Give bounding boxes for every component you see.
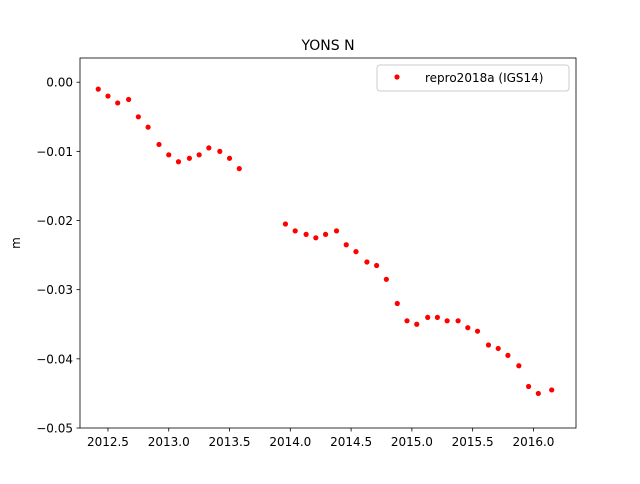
data-point (282, 221, 289, 227)
legend-marker (394, 74, 400, 80)
data-point (217, 148, 223, 154)
x-tick-label: 2013.5 (209, 435, 251, 449)
data-point (465, 325, 471, 331)
data-point (414, 321, 420, 327)
data-point (145, 124, 151, 130)
data-point (505, 352, 511, 358)
x-tick-label: 2013.0 (148, 435, 190, 449)
x-tick-label: 2015.0 (391, 435, 433, 449)
x-tick-label: 2014.0 (269, 435, 311, 449)
data-point (333, 228, 340, 234)
data-point (455, 318, 461, 324)
data-point (226, 155, 233, 161)
data-point (126, 96, 132, 103)
y-tick-label: 0.00 (46, 76, 73, 90)
data-point (175, 159, 182, 165)
data-point (516, 363, 522, 369)
data-point (374, 262, 380, 269)
data-point (404, 318, 410, 324)
y-tick-label: −0.04 (36, 352, 73, 366)
data-point (425, 314, 431, 320)
legend-label: repro2018a (IGS14) (425, 71, 543, 85)
data-point (236, 166, 242, 172)
data-point (313, 235, 319, 241)
data-point (186, 155, 193, 161)
y-tick-label: −0.03 (36, 283, 73, 297)
data-point (105, 93, 111, 99)
data-point (444, 318, 450, 324)
x-tick-label: 2014.5 (330, 435, 372, 449)
data-point (525, 383, 532, 390)
data-point (474, 328, 481, 334)
legend: repro2018a (IGS14) (376, 64, 570, 92)
chart-title: YONS N (300, 38, 354, 54)
data-point (394, 300, 400, 307)
data-point (485, 342, 492, 348)
x-tick-label: 2016.0 (512, 435, 554, 449)
y-tick-label: −0.01 (36, 145, 73, 159)
data-point (196, 152, 202, 158)
data-point (303, 231, 309, 237)
data-point (535, 390, 541, 397)
data-point (434, 314, 441, 320)
data-point (383, 276, 389, 282)
data-point (343, 242, 349, 248)
data-point (95, 86, 101, 92)
data-point (166, 152, 172, 158)
y-axis: 0.00 −0.01 −0.02 −0.03 −0.04 −0.05 (36, 76, 80, 436)
data-point (156, 141, 162, 148)
x-axis: 2012.5 2013.0 2013.5 2014.0 2014.5 2015.0 2015… (87, 428, 554, 449)
y-axis-label: m (9, 237, 23, 249)
x-tick-label: 2012.5 (87, 435, 129, 449)
x-tick-label: 2015.5 (452, 435, 494, 449)
legend-box (376, 64, 570, 92)
data-point (549, 387, 555, 393)
data-point (353, 249, 359, 255)
data-point (292, 228, 298, 234)
data-point (322, 231, 329, 237)
data-point (495, 345, 501, 352)
data-point (364, 259, 370, 265)
y-tick-label: −0.02 (36, 214, 73, 228)
data-point (135, 114, 141, 120)
y-tick-label: −0.05 (36, 422, 73, 436)
data-point (206, 145, 212, 151)
data-point (115, 100, 121, 106)
data-points (95, 86, 555, 397)
plot-area (79, 57, 577, 429)
